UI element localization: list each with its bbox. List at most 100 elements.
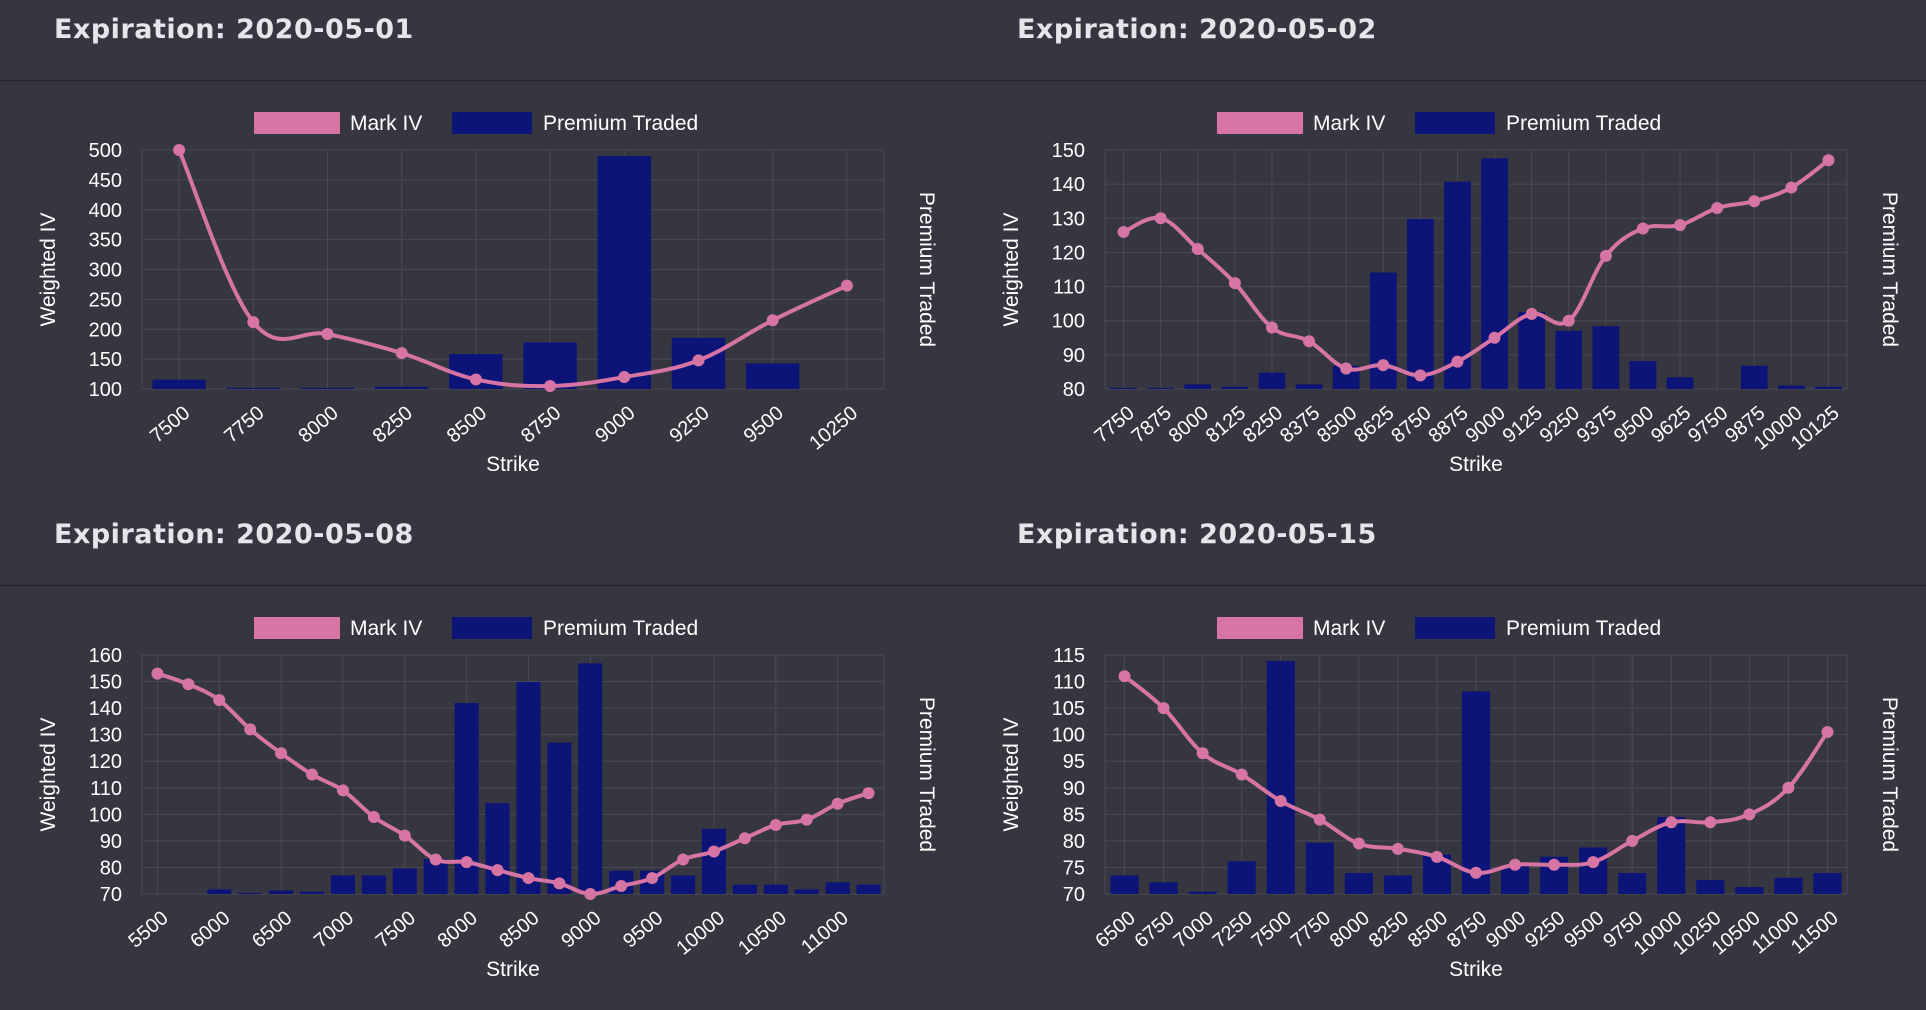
premium-bar bbox=[1227, 861, 1256, 894]
y-tick-label: 75 bbox=[1063, 857, 1085, 879]
x-tick-label: 9250 bbox=[1536, 402, 1584, 447]
legend-label-iv: Mark IV bbox=[1313, 617, 1385, 640]
premium-bar bbox=[1149, 882, 1178, 894]
iv-point bbox=[244, 723, 257, 736]
iv-point bbox=[522, 872, 535, 885]
premium-bar bbox=[763, 884, 788, 894]
y-tick-label: 85 bbox=[1063, 804, 1085, 826]
iv-point bbox=[1509, 858, 1522, 871]
x-tick-label: 8000 bbox=[294, 402, 342, 447]
premium-bar bbox=[300, 387, 355, 389]
x-tick-label: 5500 bbox=[124, 907, 172, 952]
y-axis-title: Weighted IV bbox=[37, 717, 60, 831]
legend-label-premium: Premium Traded bbox=[1506, 617, 1661, 640]
premium-bar bbox=[1461, 691, 1491, 894]
y-axis-title: Weighted IV bbox=[1000, 717, 1023, 831]
premium-bar bbox=[485, 803, 510, 894]
line-series bbox=[173, 144, 853, 393]
y-tick-label: 90 bbox=[1063, 345, 1085, 367]
legend: Mark IV Premium Traded bbox=[254, 617, 698, 640]
iv-point bbox=[544, 380, 557, 393]
x-tick-label: 7500 bbox=[146, 402, 194, 447]
iv-point bbox=[398, 829, 411, 842]
y-tick-label: 140 bbox=[89, 698, 122, 720]
premium-bar bbox=[1481, 158, 1508, 389]
legend-label-iv: Mark IV bbox=[350, 112, 422, 135]
iv-point bbox=[275, 747, 288, 760]
iv-point bbox=[1822, 154, 1835, 167]
iv-point bbox=[862, 787, 875, 800]
y-tick-label: 80 bbox=[100, 857, 122, 879]
y-tick-label: 105 bbox=[1052, 698, 1085, 720]
premium-bar bbox=[732, 884, 757, 894]
premium-bar bbox=[152, 379, 206, 389]
iv-point bbox=[1157, 702, 1170, 715]
x-tick-label: 7000 bbox=[1170, 907, 1218, 952]
y-tick-label: 400 bbox=[89, 200, 122, 222]
iv-point bbox=[1274, 795, 1287, 808]
iv-line bbox=[156, 671, 870, 897]
iv-point bbox=[766, 314, 779, 327]
iv-point bbox=[831, 797, 844, 810]
premium-bar bbox=[1344, 873, 1373, 894]
premium-bar bbox=[269, 890, 294, 894]
chart: Mark IV Premium Traded 70 75 80 85 90 95 100 105 1… bbox=[1000, 617, 1901, 981]
y-tick-label: 130 bbox=[1052, 208, 1085, 230]
y-tick-label: 150 bbox=[89, 349, 122, 371]
x-axis-title: Strike bbox=[1449, 453, 1503, 476]
panel-header: Expiration: 2020-05-08 bbox=[0, 505, 963, 586]
iv-point bbox=[321, 328, 334, 341]
iv-point bbox=[646, 872, 659, 885]
x-tick-label: 9500 bbox=[1560, 907, 1608, 952]
iv-point bbox=[1118, 670, 1131, 683]
iv-point bbox=[1191, 243, 1204, 256]
iv-point bbox=[1599, 249, 1612, 262]
legend-label-premium: Premium Traded bbox=[543, 112, 698, 135]
y-tick-label: 90 bbox=[100, 831, 122, 853]
premium-bar bbox=[1266, 661, 1295, 894]
x-tick-label: 7750 bbox=[1287, 907, 1335, 952]
legend: Mark IV Premium Traded bbox=[1217, 617, 1661, 640]
premium-bar bbox=[1815, 386, 1842, 389]
iv-point bbox=[367, 810, 380, 823]
x-tick-label: 9625 bbox=[1647, 402, 1695, 447]
iv-point bbox=[182, 678, 195, 691]
legend-swatch-premium bbox=[452, 112, 532, 134]
premium-bar bbox=[207, 889, 232, 894]
iv-point bbox=[1265, 321, 1278, 334]
x-tick-label: 8500 bbox=[443, 402, 491, 447]
iv-point bbox=[1674, 219, 1687, 232]
premium-bar bbox=[825, 882, 850, 894]
y-tick-label: 80 bbox=[1063, 379, 1085, 401]
x-tick-label: 7750 bbox=[1091, 402, 1139, 447]
iv-point bbox=[840, 279, 853, 292]
y-tick-label: 500 bbox=[89, 140, 122, 162]
iv-line bbox=[177, 149, 848, 389]
y-tick-label: 250 bbox=[89, 289, 122, 311]
premium-bar bbox=[547, 742, 572, 894]
iv-point bbox=[1785, 181, 1798, 194]
premium-bar bbox=[1618, 873, 1647, 894]
x-tick-label: 9000 bbox=[1462, 402, 1510, 447]
x-axis: 7500 7750 8000 8250 8500 8750 9000 9250 9500 1025… bbox=[141, 150, 885, 455]
line-series bbox=[1117, 154, 1835, 382]
y-tick-label: 100 bbox=[89, 804, 122, 826]
x-tick-label: 7500 bbox=[372, 907, 420, 952]
iv-point bbox=[1303, 335, 1316, 348]
y-tick-label: 100 bbox=[1052, 311, 1085, 333]
x-tick-label: 9000 bbox=[591, 402, 639, 447]
iv-point bbox=[1525, 307, 1538, 320]
iv-point bbox=[1743, 808, 1756, 821]
x-tick-label: 8750 bbox=[517, 402, 565, 447]
y-tick-label: 450 bbox=[89, 170, 122, 192]
panel-title: Expiration: 2020-05-15 bbox=[1017, 519, 1377, 550]
premium-bar bbox=[1666, 377, 1694, 389]
panel-title: Expiration: 2020-05-02 bbox=[1017, 14, 1377, 45]
x-tick-label: 7000 bbox=[310, 907, 358, 952]
y-tick-label: 100 bbox=[89, 379, 122, 401]
premium-bar bbox=[794, 889, 819, 894]
y2-axis-title: Premium Traded bbox=[915, 697, 938, 852]
x-tick-label: 9125 bbox=[1499, 402, 1547, 447]
iv-point bbox=[1636, 222, 1649, 235]
x-tick-label: 8000 bbox=[1165, 402, 1213, 447]
